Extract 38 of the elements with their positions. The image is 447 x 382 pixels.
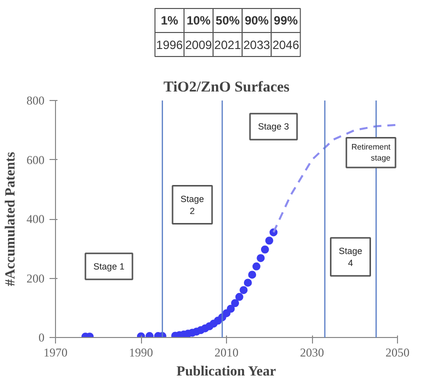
- point: [265, 236, 274, 245]
- y-tick-label: 400: [26, 212, 44, 226]
- y-axis-title: #Accumulated Patents: [4, 151, 18, 286]
- annotation: Stage 2: [180, 194, 204, 216]
- text: 50%: [216, 14, 240, 28]
- x-tick-label: 2050: [386, 346, 410, 360]
- text: 2033: [243, 38, 270, 52]
- point: [235, 292, 244, 301]
- text: 10%: [186, 14, 211, 28]
- y-tick-label: 200: [26, 271, 44, 286]
- point: [252, 262, 260, 270]
- point: [240, 286, 248, 294]
- y-tick-label: 600: [26, 152, 44, 167]
- text: 2046: [272, 38, 300, 52]
- x-tick-label: 1990: [129, 346, 153, 360]
- point: [256, 254, 265, 262]
- x-axis-title: Publication Year: [176, 364, 276, 380]
- point: [231, 299, 240, 308]
- annotation: Stage 3: [258, 122, 290, 132]
- point: [226, 304, 235, 313]
- annotation: Stage 1: [93, 261, 124, 272]
- x-tick-label: 2010: [214, 346, 238, 360]
- text: 1%: [160, 14, 178, 28]
- text: 2021: [214, 38, 242, 52]
- annotation: Retirement stage: [351, 142, 392, 163]
- y-tick-label: 800: [26, 94, 44, 108]
- text: 99%: [274, 14, 298, 28]
- x-tick-label: 1970: [44, 346, 68, 360]
- text: 1996: [156, 38, 184, 52]
- x-tick-label: 2030: [300, 346, 324, 360]
- y-tick-label: 0: [38, 330, 44, 344]
- text: 90%: [244, 14, 270, 28]
- point: [260, 246, 269, 254]
- chart-title: TiO2/ZnO Surfaces: [164, 80, 290, 96]
- point: [244, 278, 252, 287]
- annotation: Stage 4: [338, 246, 362, 268]
- point: [248, 270, 256, 279]
- text: 2009: [185, 38, 212, 52]
